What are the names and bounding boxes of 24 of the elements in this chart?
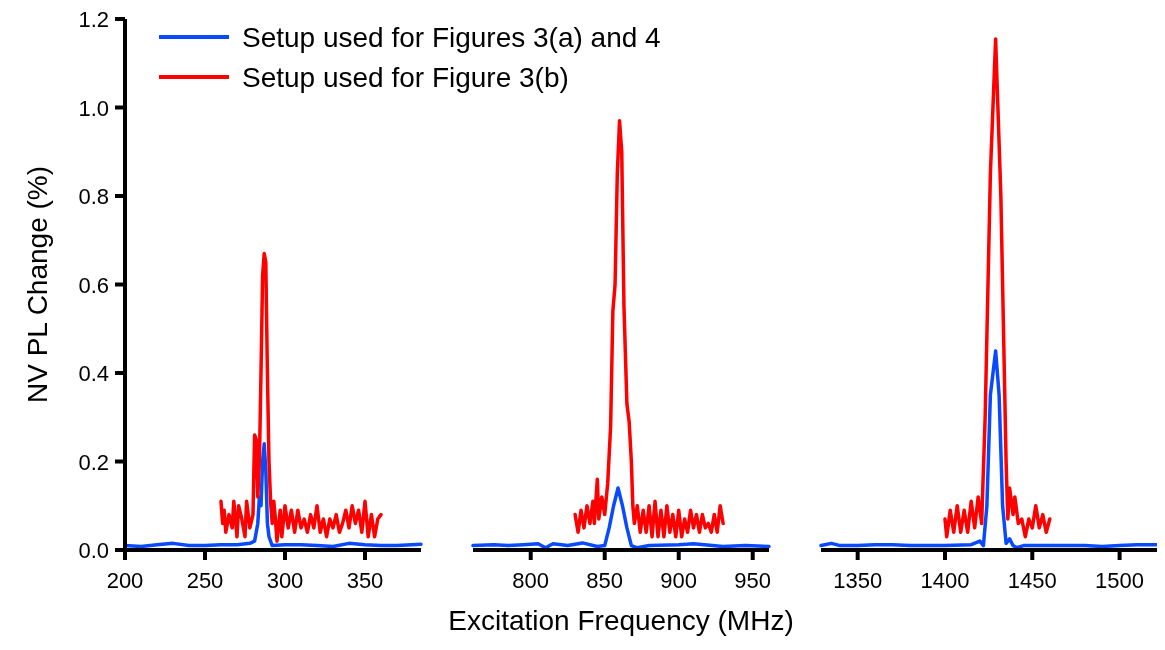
- y-axis-title: NV PL Change (%): [22, 165, 53, 404]
- x-tick-label: 1400: [920, 568, 970, 593]
- x-tick-label: 300: [266, 568, 304, 593]
- x-tick-label: 850: [586, 568, 624, 593]
- x-axis-title: Excitation Frequency (MHz): [448, 605, 794, 636]
- x-tick-label: 800: [512, 568, 550, 593]
- y-tick-label: 0.0: [78, 538, 109, 563]
- x-tick-label: 900: [660, 568, 698, 593]
- x-tick-label: 350: [346, 568, 384, 593]
- legend-label: Setup used for Figure 3(b): [242, 62, 569, 93]
- x-tick-label: 250: [186, 568, 224, 593]
- line-series: [219, 251, 383, 543]
- y-tick-label: 0.8: [78, 184, 109, 209]
- x-tick-label: 950: [734, 568, 772, 593]
- x-tick-label: 1500: [1095, 568, 1145, 593]
- x-tick-label: 1350: [833, 568, 883, 593]
- y-tick-label: 1.0: [78, 95, 109, 121]
- y-tick-label: 0.2: [78, 449, 109, 475]
- legend-label: Setup used for Figures 3(a) and 4: [242, 22, 661, 53]
- y-tick-label: 0.4: [78, 361, 109, 386]
- y-tick-label: 0.6: [78, 272, 109, 298]
- x-tick-label: 1450: [1007, 568, 1057, 593]
- y-tick-label: 1.2: [78, 7, 109, 32]
- x-tick-label: 200: [106, 568, 144, 593]
